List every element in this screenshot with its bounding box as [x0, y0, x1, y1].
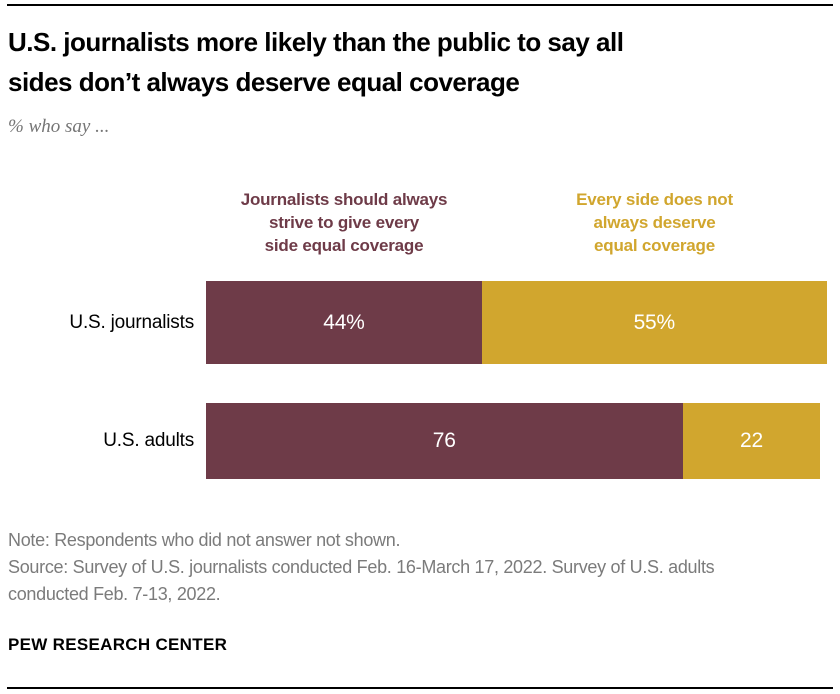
series-header-not-equal-coverage: Every side does not always deserve equal…	[576, 190, 733, 255]
bar-value-label: 76	[432, 429, 456, 452]
stacked-bar-chart: U.S. journalists 44% 55% U.S. adults 76 22	[0, 281, 840, 479]
bar-segment: 76	[206, 403, 683, 479]
chart-row: U.S. journalists 44% 55%	[0, 281, 840, 364]
series-header-equal-coverage: Journalists should always strive to give…	[240, 190, 448, 255]
row-label: U.S. adults	[103, 430, 194, 451]
chart-note: Note: Respondents who did not answer not…	[8, 530, 401, 550]
row-label: U.S. journalists	[69, 311, 194, 333]
bar-value-label: 22	[740, 429, 763, 452]
chart-notes: Note: Respondents who did not answer not…	[8, 527, 834, 608]
brand-footer: PEW RESEARCH CENTER	[8, 635, 228, 654]
chart-subtitle: % who say ...	[8, 116, 110, 137]
bar-segment: 22	[682, 403, 821, 479]
chart-source: Source: Survey of U.S. journalists condu…	[8, 557, 715, 604]
bar-segment: 55%	[481, 281, 827, 364]
bar-segment: 44%	[206, 281, 482, 364]
bar-track: 76 22	[206, 403, 833, 479]
bar-value-label: 44%	[323, 310, 365, 334]
page-title: U.S. journalists more likely than the pu…	[8, 27, 624, 97]
bar-value-label: 55%	[633, 310, 676, 334]
top-divider	[7, 4, 833, 6]
bottom-divider	[7, 687, 833, 689]
bar-track: 44% 55%	[206, 281, 833, 364]
chart-row: U.S. adults 76 22	[0, 403, 840, 479]
